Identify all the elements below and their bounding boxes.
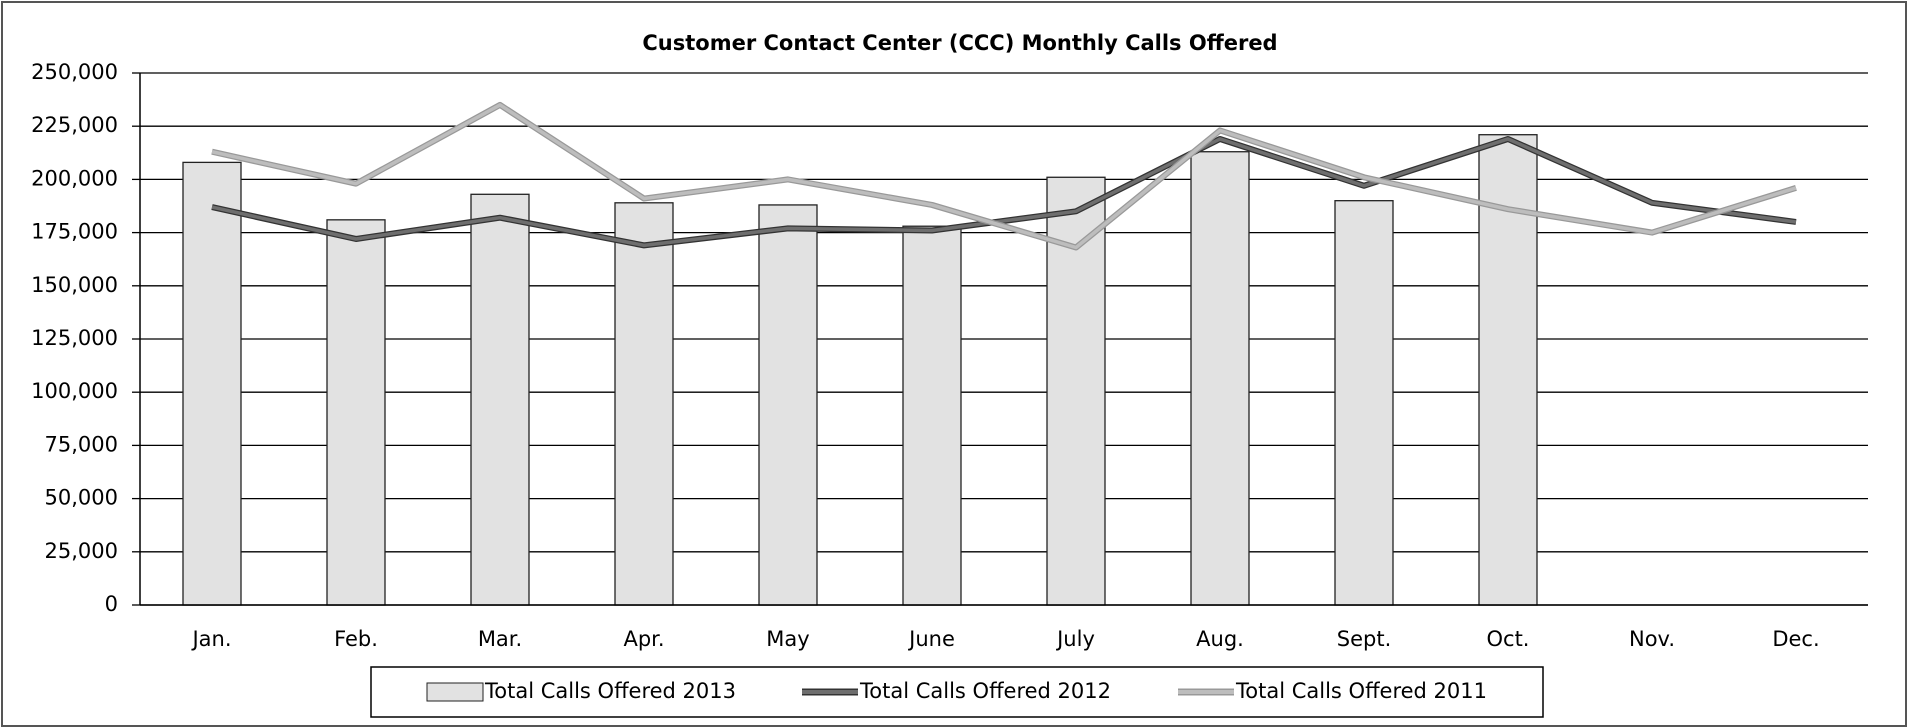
legend-label: Total Calls Offered 2011 xyxy=(1235,679,1487,703)
y-tick-label: 100,000 xyxy=(31,379,118,403)
chart-title: Customer Contact Center (CCC) Monthly Ca… xyxy=(642,31,1277,55)
y-tick-label: 25,000 xyxy=(45,539,118,563)
line xyxy=(211,103,1797,250)
x-tick-label: July xyxy=(1055,627,1095,651)
bar xyxy=(1334,200,1394,606)
bar xyxy=(902,225,962,606)
y-tick-label: 50,000 xyxy=(45,486,118,510)
x-tick-label: Oct. xyxy=(1487,627,1530,651)
y-tick-label: 250,000 xyxy=(31,60,118,84)
line xyxy=(211,137,1797,248)
x-tick-label: June xyxy=(907,627,955,651)
x-tick-label: May xyxy=(766,627,809,651)
y-tick-label: 150,000 xyxy=(31,273,118,297)
bar xyxy=(470,193,530,606)
x-tick-label: Aug. xyxy=(1196,627,1244,651)
legend-label: Total Calls Offered 2012 xyxy=(859,679,1111,703)
y-tick-label: 175,000 xyxy=(31,220,118,244)
x-tick-label: Sept. xyxy=(1337,627,1392,651)
legend-swatch xyxy=(426,682,484,702)
bar xyxy=(758,204,818,606)
y-tick-label: 0 xyxy=(105,592,118,616)
bar xyxy=(1190,151,1250,606)
x-tick-label: Feb. xyxy=(334,627,378,651)
x-tick-label: Mar. xyxy=(478,627,522,651)
x-tick-label: Nov. xyxy=(1629,627,1675,651)
x-tick-label: Dec. xyxy=(1772,627,1819,651)
bar xyxy=(614,202,674,606)
y-tick-label: 125,000 xyxy=(31,326,118,350)
y-tick-label: 75,000 xyxy=(45,432,118,456)
bar xyxy=(182,161,242,606)
x-tick-label: Jan. xyxy=(190,627,231,651)
bar xyxy=(326,219,386,606)
x-tick-label: Apr. xyxy=(623,627,664,651)
legend-box xyxy=(370,666,1544,718)
y-tick-label: 200,000 xyxy=(31,166,118,190)
legend-label: Total Calls Offered 2013 xyxy=(484,679,736,703)
y-tick-label: 225,000 xyxy=(31,113,118,137)
